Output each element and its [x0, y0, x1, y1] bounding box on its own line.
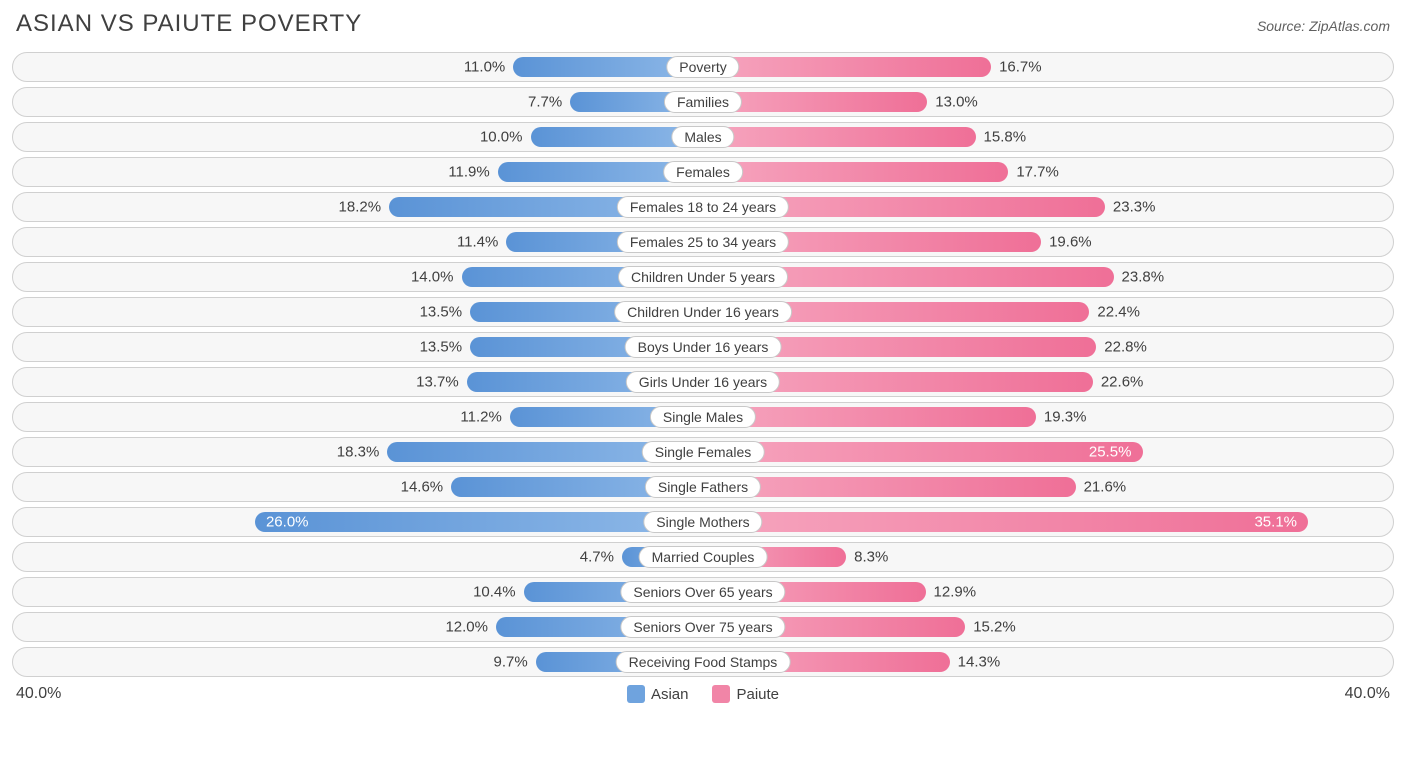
value-paiute: 22.6% [1101, 374, 1144, 391]
chart-row: 14.0% 23.8% Children Under 5 years [12, 262, 1394, 292]
value-asian: 18.3% [337, 444, 380, 461]
value-asian: 11.0% [464, 59, 505, 76]
category-label: Males [671, 126, 734, 148]
value-asian: 10.0% [480, 129, 523, 146]
bar-paiute [703, 127, 976, 147]
category-label: Single Mothers [643, 511, 762, 533]
category-label: Seniors Over 75 years [620, 616, 785, 638]
chart-footer: 40.0% Asian Paiute 40.0% [12, 685, 1394, 703]
bar-paiute [703, 512, 1308, 532]
category-label: Married Couples [639, 546, 768, 568]
value-paiute: 14.3% [958, 654, 1001, 671]
value-asian: 13.5% [420, 304, 463, 321]
chart-row: 11.0% 16.7% Poverty [12, 52, 1394, 82]
chart-row: 4.7% 8.3% Married Couples [12, 542, 1394, 572]
value-asian: 14.0% [411, 269, 454, 286]
chart-row: 14.6% 21.6% Single Fathers [12, 472, 1394, 502]
category-label: Poverty [666, 56, 739, 78]
value-paiute: 13.0% [935, 94, 978, 111]
legend-swatch-asian [627, 685, 645, 703]
value-paiute: 8.3% [854, 549, 888, 566]
value-asian: 4.7% [580, 549, 614, 566]
diverging-bar-chart: 11.0%16.7%Poverty7.7%13.0%Families10.0%1… [12, 52, 1394, 677]
chart-row: 13.5% 22.4% Children Under 16 years [12, 297, 1394, 327]
category-label: Receiving Food Stamps [616, 651, 791, 673]
category-label: Females 18 to 24 years [617, 196, 789, 218]
bar-paiute [703, 442, 1143, 462]
value-paiute: 12.9% [934, 584, 977, 601]
chart-row: 12.0% 15.2% Seniors Over 75 years [12, 612, 1394, 642]
legend-label-asian: Asian [651, 686, 689, 703]
legend-swatch-paiute [712, 685, 730, 703]
value-paiute: 23.3% [1113, 199, 1156, 216]
value-paiute: 22.8% [1104, 339, 1147, 356]
category-label: Children Under 5 years [618, 266, 788, 288]
category-label: Females [663, 161, 743, 183]
chart-row: 26.0% 35.1% Single Mothers [12, 507, 1394, 537]
category-label: Girls Under 16 years [626, 371, 780, 393]
axis-label-right: 40.0% [1345, 685, 1390, 703]
legend-item-asian: Asian [627, 685, 689, 703]
category-label: Females 25 to 34 years [617, 231, 789, 253]
legend-item-paiute: Paiute [712, 685, 779, 703]
value-asian: 9.7% [493, 654, 527, 671]
value-paiute: 15.8% [984, 129, 1027, 146]
bar-paiute [703, 162, 1008, 182]
value-paiute: 19.3% [1044, 409, 1087, 426]
category-label: Single Females [642, 441, 765, 463]
bar-asian [255, 512, 704, 532]
value-paiute: 15.2% [973, 619, 1016, 636]
chart-legend: Asian Paiute [627, 685, 779, 703]
category-label: Boys Under 16 years [625, 336, 782, 358]
chart-row: 10.4% 12.9% Seniors Over 65 years [12, 577, 1394, 607]
chart-header: ASIAN VS PAIUTE POVERTY Source: ZipAtlas… [12, 10, 1394, 38]
chart-row: 13.5% 22.8% Boys Under 16 years [12, 332, 1394, 362]
category-label: Seniors Over 65 years [620, 581, 785, 603]
chart-row: 10.0% 15.8% Males [12, 122, 1394, 152]
chart-row: 18.2% 23.3% Females 18 to 24 years [12, 192, 1394, 222]
legend-label-paiute: Paiute [736, 686, 779, 703]
chart-row: 9.7% 14.3% Receiving Food Stamps [12, 647, 1394, 677]
value-asian: 12.0% [445, 619, 488, 636]
value-asian: 14.6% [401, 479, 444, 496]
value-paiute: 23.8% [1122, 269, 1165, 286]
chart-title: ASIAN VS PAIUTE POVERTY [16, 10, 362, 38]
value-asian: 13.7% [416, 374, 459, 391]
chart-row: 11.9% 17.7% Females [12, 157, 1394, 187]
axis-label-left: 40.0% [16, 685, 61, 703]
chart-source: Source: ZipAtlas.com [1257, 18, 1390, 34]
chart-row: 13.7% 22.6% Girls Under 16 years [12, 367, 1394, 397]
category-label: Families [664, 91, 742, 113]
chart-row: 11.2% 19.3% Single Males [12, 402, 1394, 432]
value-asian: 10.4% [473, 584, 516, 601]
value-asian: 18.2% [339, 199, 382, 216]
category-label: Single Males [650, 406, 756, 428]
category-label: Single Fathers [645, 476, 761, 498]
value-paiute: 19.6% [1049, 234, 1092, 251]
value-asian: 26.0% [266, 514, 309, 531]
chart-row: 7.7% 13.0% Families [12, 87, 1394, 117]
value-asian: 11.9% [448, 164, 489, 181]
value-asian: 7.7% [528, 94, 562, 111]
value-asian: 11.4% [457, 234, 498, 251]
chart-row: 18.3% 25.5% Single Females [12, 437, 1394, 467]
value-paiute: 22.4% [1097, 304, 1140, 321]
value-paiute: 25.5% [1089, 444, 1132, 461]
bar-paiute [703, 57, 991, 77]
category-label: Children Under 16 years [614, 301, 792, 323]
value-paiute: 17.7% [1016, 164, 1059, 181]
value-paiute: 16.7% [999, 59, 1042, 76]
chart-row: 11.4% 19.6% Females 25 to 34 years [12, 227, 1394, 257]
value-paiute: 35.1% [1254, 514, 1297, 531]
value-paiute: 21.6% [1084, 479, 1127, 496]
value-asian: 11.2% [460, 409, 501, 426]
value-asian: 13.5% [420, 339, 463, 356]
